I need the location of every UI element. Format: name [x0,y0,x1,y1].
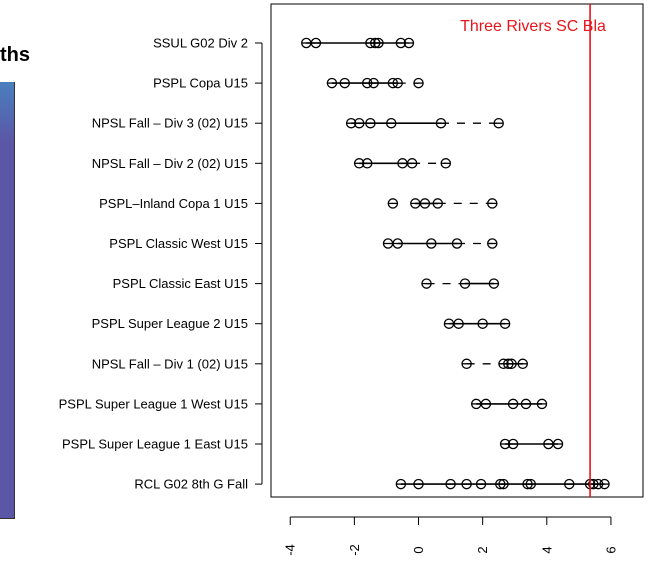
data-point [395,478,407,490]
data-point [563,478,575,490]
data-point [488,278,500,289]
data-point [461,358,472,370]
axis-layer: -4 -2 0 2 4 6 SSUL G02 Div 2 PSPL Copa U15 NPSL … [59,36,619,556]
data-point [552,438,564,450]
category-label: SSUL G02 Div 2 [153,36,248,51]
data-point [421,278,432,289]
data-point [432,198,444,209]
data-point [440,158,452,169]
data-point [520,398,532,410]
data-point [387,198,399,209]
x-tick-label: -4 [283,544,298,556]
reference-line-label: Three Rivers SC Bla [460,18,606,35]
plot-frame [270,3,644,498]
data-point [326,77,338,89]
data-point [507,398,519,410]
x-tick-label: 2 [475,546,490,553]
data-point [507,438,519,450]
data-point [419,198,431,209]
category-label: PSPL–Inland Copa 1 U15 [99,196,248,211]
data-point [365,117,376,129]
data-point [386,117,397,129]
background-figure-title: ths [0,44,30,66]
category-label: NPSL Fall – Div 2 (02) U15 [92,156,248,171]
data-point [487,238,498,249]
category-label: PSPL Super League 2 U15 [92,316,248,331]
data-point [368,77,379,89]
category-label: PSPL Super League 1 West U15 [59,396,248,411]
data-point [543,438,554,450]
background-figure-panel-top [0,82,14,142]
x-tick-label: -2 [347,544,362,556]
data-point [406,158,418,169]
data-point [459,278,471,289]
data-point [470,398,482,410]
data-point [435,117,447,129]
data-point [475,478,487,490]
data-point [461,478,472,490]
data-point [373,37,384,49]
data-point [499,318,511,329]
category-label: PSPL Super League 1 East U15 [62,437,248,452]
data-point [493,117,504,129]
data-point [382,238,394,249]
data-point [339,77,351,89]
data-point [413,478,424,490]
background-figure-panel [0,82,15,519]
data-point [599,478,610,490]
data-point [506,358,517,370]
category-label: RCL G02 8th G Fall [134,477,248,492]
data-point [392,238,403,249]
category-label: NPSL Fall – Div 3 (02) U15 [92,116,248,131]
x-tick-label: 6 [603,546,618,553]
data-point [392,77,403,89]
data-point [445,478,456,490]
x-tick-label: 4 [539,546,554,553]
data-point [426,238,437,249]
data-point [525,478,537,490]
data-point [413,77,424,89]
data-point [536,398,548,410]
data-point [480,398,492,410]
category-label: PSPL Classic West U15 [109,236,248,251]
data-point [301,37,312,49]
data-point [487,198,498,209]
data-point [310,37,322,49]
data-point [517,358,528,370]
data-point [361,158,373,169]
data-point [451,238,463,249]
data-point [410,198,421,209]
data-point [353,117,365,129]
x-tick-label: 0 [411,546,426,553]
data-point [397,158,408,169]
data-point [498,478,509,490]
marks-layer [301,37,610,490]
data-point [443,318,455,329]
data-point [453,318,464,329]
category-label: PSPL Copa U15 [153,76,248,91]
data-point [477,318,488,329]
category-label: PSPL Classic East U15 [113,276,248,291]
category-label: NPSL Fall – Div 1 (02) U15 [92,356,248,371]
data-point [403,37,415,49]
